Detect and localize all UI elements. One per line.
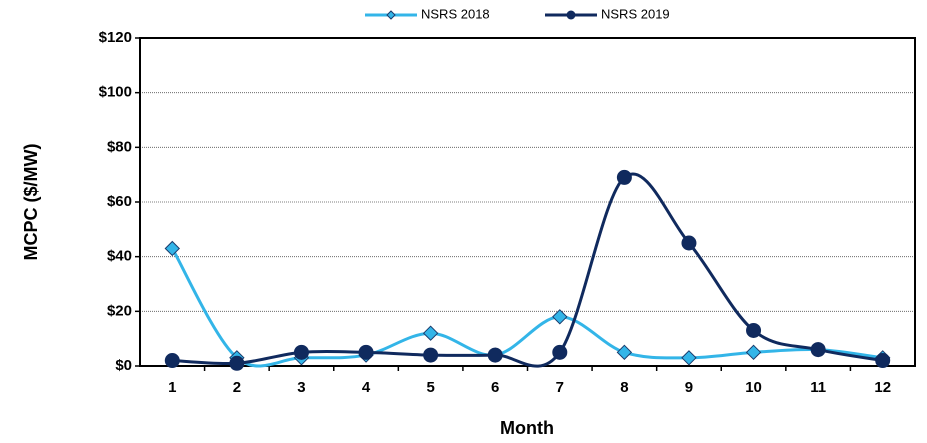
line	[171, 247, 883, 368]
marker	[422, 325, 439, 341]
marker	[681, 350, 697, 366]
marker	[810, 342, 826, 358]
x-tick-label: 4	[362, 379, 371, 396]
marker	[487, 347, 503, 363]
marker	[616, 344, 633, 361]
y-tick-label: $80	[107, 138, 132, 155]
x-tick-label: 8	[620, 379, 628, 396]
y-axis-label: MCPC ($/MW)	[21, 144, 41, 261]
x-tick-label: 12	[874, 379, 891, 396]
marker	[616, 169, 632, 185]
legend-marker	[386, 10, 396, 20]
y-tick-label: $60	[107, 193, 132, 210]
marker	[552, 309, 568, 325]
marker	[745, 344, 762, 361]
marker	[681, 235, 697, 251]
x-tick-label: 10	[745, 379, 762, 396]
marker	[164, 240, 180, 257]
x-tick-label: 9	[685, 379, 693, 396]
marker	[552, 344, 568, 360]
line	[172, 172, 883, 368]
marker	[293, 344, 309, 360]
marker	[875, 353, 891, 369]
marker	[423, 347, 439, 363]
legend-label: NSRS 2018	[421, 6, 490, 21]
x-tick-label: 5	[426, 379, 434, 396]
y-tick-label: $40	[107, 248, 132, 265]
legend-marker	[566, 10, 576, 20]
legend-label: NSRS 2019	[601, 6, 670, 21]
marker	[164, 353, 180, 369]
marker	[746, 322, 762, 338]
x-tick-label: 11	[810, 379, 826, 396]
marker	[358, 344, 374, 360]
y-tick-label: $120	[99, 29, 132, 46]
y-tick-label: $0	[115, 357, 132, 374]
marker	[229, 355, 245, 371]
x-tick-label: 2	[233, 379, 241, 396]
y-tick-label: $100	[99, 84, 132, 101]
x-tick-label: 6	[491, 379, 499, 396]
x-axis-label: Month	[500, 418, 554, 438]
x-tick-label: 3	[297, 379, 305, 396]
x-tick-label: 7	[556, 379, 564, 396]
x-tick-label: 1	[168, 379, 176, 396]
y-tick-label: $20	[107, 302, 132, 319]
